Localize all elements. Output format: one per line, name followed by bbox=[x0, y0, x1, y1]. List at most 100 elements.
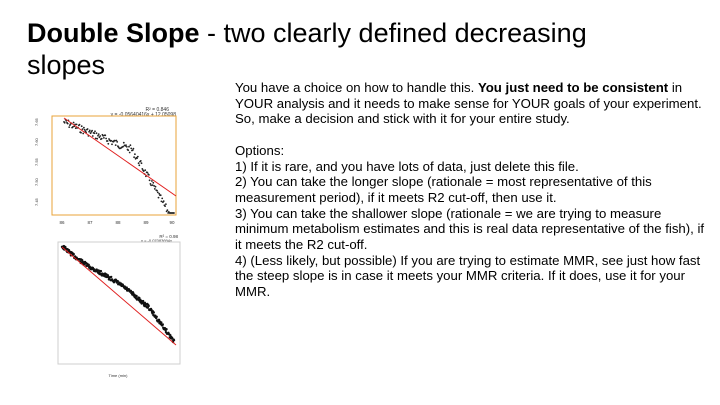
plot1-point bbox=[97, 133, 100, 135]
plot1-point bbox=[128, 145, 130, 148]
plot2-r2-label: R² = 0.98 bbox=[159, 234, 178, 239]
plot2-point bbox=[169, 334, 172, 337]
plot1-ytick: 7.45 bbox=[34, 197, 39, 206]
plot1-point bbox=[134, 153, 136, 156]
paragraph-spacer bbox=[235, 127, 705, 143]
plot1-point bbox=[154, 185, 157, 188]
plot1-point bbox=[122, 145, 124, 148]
plot1-ytick: 7.65 bbox=[34, 117, 39, 126]
plot1-point bbox=[81, 128, 84, 130]
plot1-equation: y = -0.05640416x + 12.05098 bbox=[111, 112, 177, 118]
plot1-point bbox=[139, 160, 142, 162]
plot2-point bbox=[147, 304, 150, 308]
plot1-point bbox=[110, 139, 113, 142]
plot-long-slope-fit: R² = 0.98 y = -0.07083694x Time (min) bbox=[52, 232, 184, 380]
plot1-point bbox=[80, 125, 83, 128]
plot1-point bbox=[94, 137, 97, 140]
plot1-xtick: 87 bbox=[87, 220, 93, 225]
plot1-point bbox=[91, 129, 93, 132]
plot1-point bbox=[89, 132, 92, 135]
plot1-point bbox=[72, 126, 74, 128]
plot2-point bbox=[116, 280, 120, 283]
plot1-point bbox=[82, 132, 85, 135]
plot2-point bbox=[64, 245, 67, 249]
plot1-point bbox=[158, 192, 161, 195]
plot1-points bbox=[63, 118, 175, 214]
plot1-point bbox=[83, 128, 86, 131]
plot1-point bbox=[146, 171, 149, 174]
plot1-point bbox=[153, 188, 156, 190]
plot1-point bbox=[91, 135, 94, 137]
plot1-ytick: 7.60 bbox=[34, 137, 39, 146]
plot2-point bbox=[160, 321, 163, 324]
plot2-point bbox=[110, 275, 113, 279]
plot1-y-ticks: 7.65 7.60 7.55 7.50 7.45 bbox=[34, 117, 39, 206]
intro-paragraph: You have a choice on how to handle this.… bbox=[235, 80, 705, 127]
plot1-fit-line bbox=[63, 117, 177, 197]
intro-plain: You have a choice on how to handle this. bbox=[235, 80, 478, 95]
plot1-point bbox=[173, 212, 175, 214]
plot1-point bbox=[99, 135, 102, 137]
plot1-ytick: 7.55 bbox=[34, 157, 39, 166]
plot1-point bbox=[122, 141, 125, 144]
plot1-point bbox=[103, 137, 105, 139]
body-text: You have a choice on how to handle this.… bbox=[235, 80, 705, 300]
plot1-point bbox=[150, 184, 152, 187]
plot1-point bbox=[106, 140, 109, 142]
plot1-point bbox=[151, 184, 154, 186]
plot1-point bbox=[132, 147, 135, 150]
plot1-ytick: 7.50 bbox=[34, 177, 39, 186]
plot1-point bbox=[94, 130, 96, 133]
plot1-point bbox=[157, 196, 160, 199]
plot1-point bbox=[74, 127, 77, 130]
plot1-point bbox=[156, 189, 158, 192]
intro-bold: You just need to be consistent bbox=[477, 80, 669, 95]
plot1-point bbox=[111, 143, 113, 146]
plot1-point bbox=[80, 131, 82, 134]
plot1-point bbox=[159, 194, 162, 197]
title-bold: Double Slope bbox=[27, 18, 200, 48]
plot1-point bbox=[102, 134, 104, 137]
plot2-point bbox=[157, 318, 161, 321]
plot1-point bbox=[88, 130, 90, 133]
plot1-x-ticks: 86 87 88 89 90 bbox=[59, 220, 175, 225]
intro-rest: in YOUR analysis and it needs to make se… bbox=[235, 80, 702, 127]
plot1-point bbox=[63, 121, 66, 124]
plot2-svg: R² = 0.98 y = -0.07083694x Time (min) bbox=[57, 234, 181, 378]
plot1-point bbox=[100, 137, 103, 140]
plot1-point bbox=[97, 134, 99, 137]
plot1-point bbox=[115, 139, 118, 142]
plot1-point bbox=[125, 144, 127, 146]
plot2-point bbox=[125, 286, 128, 289]
plot1-point bbox=[161, 197, 164, 200]
plot1-r2-label: R² = 0.846 bbox=[146, 107, 170, 113]
plot-double-slope-fit: R² = 0.846 y = -0.05640416x + 12.05098 7… bbox=[30, 104, 194, 230]
plot1-point bbox=[105, 137, 107, 140]
plot1-xtick: 88 bbox=[115, 220, 121, 225]
plot2-point bbox=[170, 336, 174, 339]
plot1-point bbox=[144, 169, 147, 172]
plot1-point bbox=[72, 121, 75, 124]
option-3: 3) You can take the shallower slope (rat… bbox=[235, 205, 705, 253]
plot1-point bbox=[149, 183, 152, 185]
plot2-point bbox=[141, 299, 145, 303]
plot1-point bbox=[166, 209, 169, 212]
plot1-frame bbox=[51, 115, 177, 216]
plot1-point bbox=[130, 147, 133, 150]
plot1-point bbox=[127, 149, 130, 152]
option-2: 2) You can take the longer slope (ration… bbox=[235, 174, 652, 205]
plot1-xtick: 90 bbox=[169, 220, 175, 225]
plot1-point bbox=[133, 156, 135, 159]
plot1-point bbox=[93, 132, 96, 135]
plot1-point bbox=[75, 123, 78, 126]
plot2-point bbox=[135, 294, 138, 298]
plot1-point bbox=[148, 174, 150, 176]
plot1-point bbox=[88, 129, 91, 132]
plot1-point bbox=[164, 205, 167, 207]
plot1-point bbox=[98, 136, 101, 139]
plot1-svg: R² = 0.846 y = -0.05640416x + 12.05098 7… bbox=[34, 107, 177, 225]
plot2-point bbox=[127, 288, 131, 291]
plot1-point bbox=[128, 151, 131, 154]
plot1-point bbox=[138, 164, 141, 167]
